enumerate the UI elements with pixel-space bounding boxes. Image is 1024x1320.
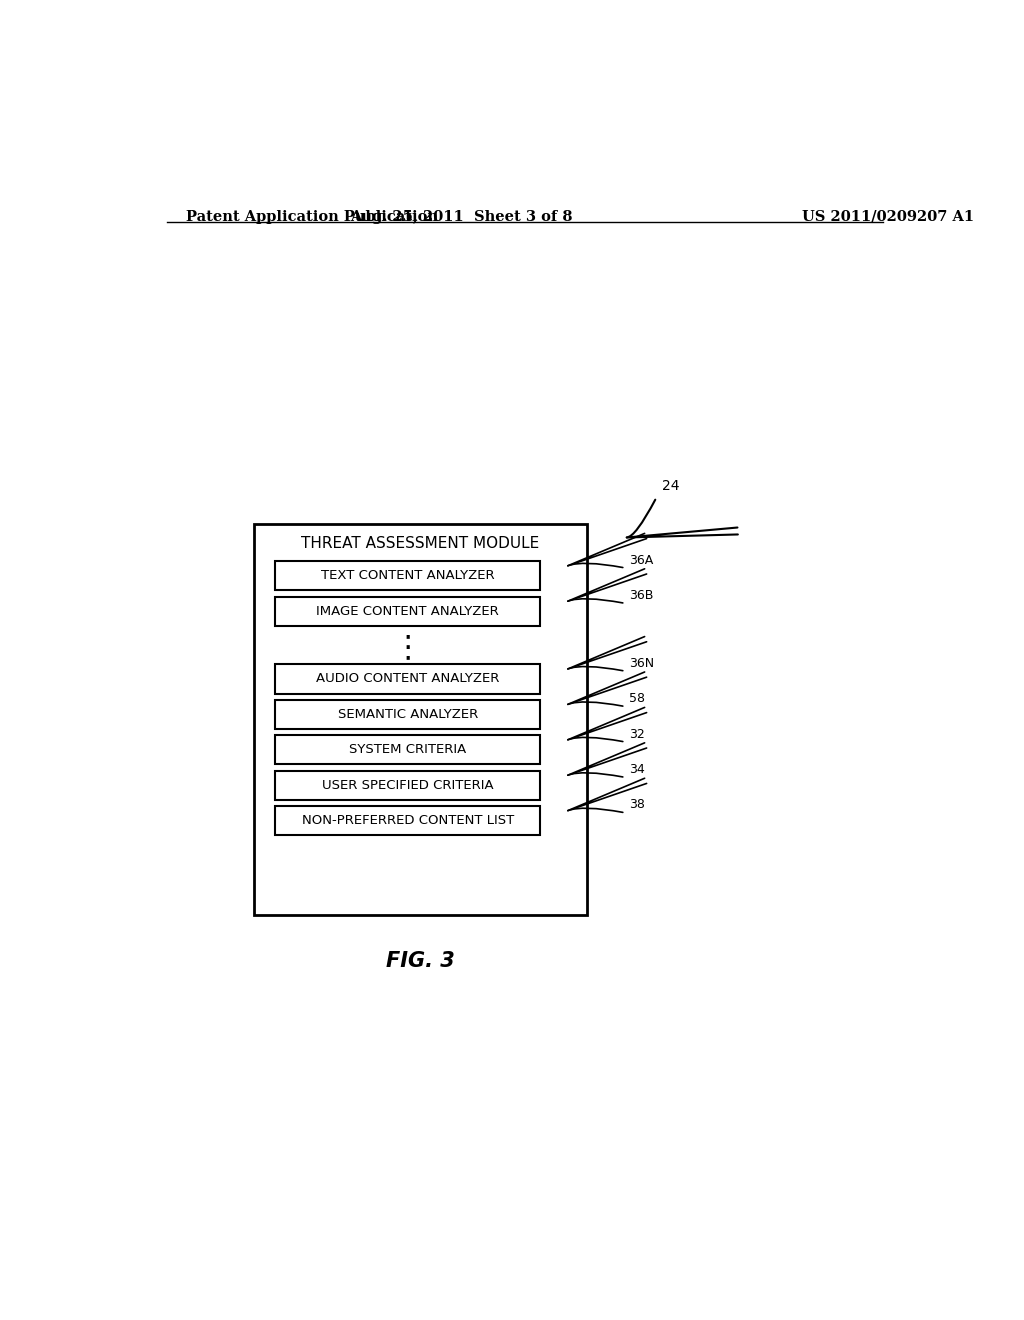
Bar [275, 807, 541, 836]
Text: 36A: 36A [629, 553, 653, 566]
Text: IMAGE CONTENT ANALYZER: IMAGE CONTENT ANALYZER [316, 605, 499, 618]
Text: THREAT ASSESSMENT MODULE: THREAT ASSESSMENT MODULE [301, 536, 540, 552]
Bar [275, 700, 541, 729]
Text: USER SPECIFIED CRITERIA: USER SPECIFIED CRITERIA [322, 779, 494, 792]
Text: FIG. 3: FIG. 3 [386, 950, 455, 970]
Text: 36N: 36N [629, 656, 653, 669]
Text: AUDIO CONTENT ANALYZER: AUDIO CONTENT ANALYZER [316, 672, 500, 685]
Text: ⋮: ⋮ [392, 634, 423, 663]
Text: 34: 34 [629, 763, 644, 776]
Text: 36B: 36B [629, 589, 653, 602]
Text: NON-PREFERRED CONTENT LIST: NON-PREFERRED CONTENT LIST [302, 814, 514, 828]
Text: SYSTEM CRITERIA: SYSTEM CRITERIA [349, 743, 466, 756]
Bar [275, 735, 541, 764]
Text: TEXT CONTENT ANALYZER: TEXT CONTENT ANALYZER [321, 569, 495, 582]
Text: 32: 32 [629, 727, 644, 741]
Text: US 2011/0209207 A1: US 2011/0209207 A1 [802, 210, 975, 224]
Text: Aug. 25, 2011  Sheet 3 of 8: Aug. 25, 2011 Sheet 3 of 8 [350, 210, 572, 224]
Text: 58: 58 [629, 692, 645, 705]
Bar [275, 664, 541, 693]
Bar [275, 597, 541, 626]
Bar [254, 524, 587, 915]
Text: Patent Application Publication: Patent Application Publication [186, 210, 438, 224]
Bar [275, 771, 541, 800]
Bar [275, 561, 541, 590]
Text: SEMANTIC ANALYZER: SEMANTIC ANALYZER [338, 708, 478, 721]
Text: 38: 38 [629, 799, 644, 812]
Text: 24: 24 [662, 479, 680, 494]
